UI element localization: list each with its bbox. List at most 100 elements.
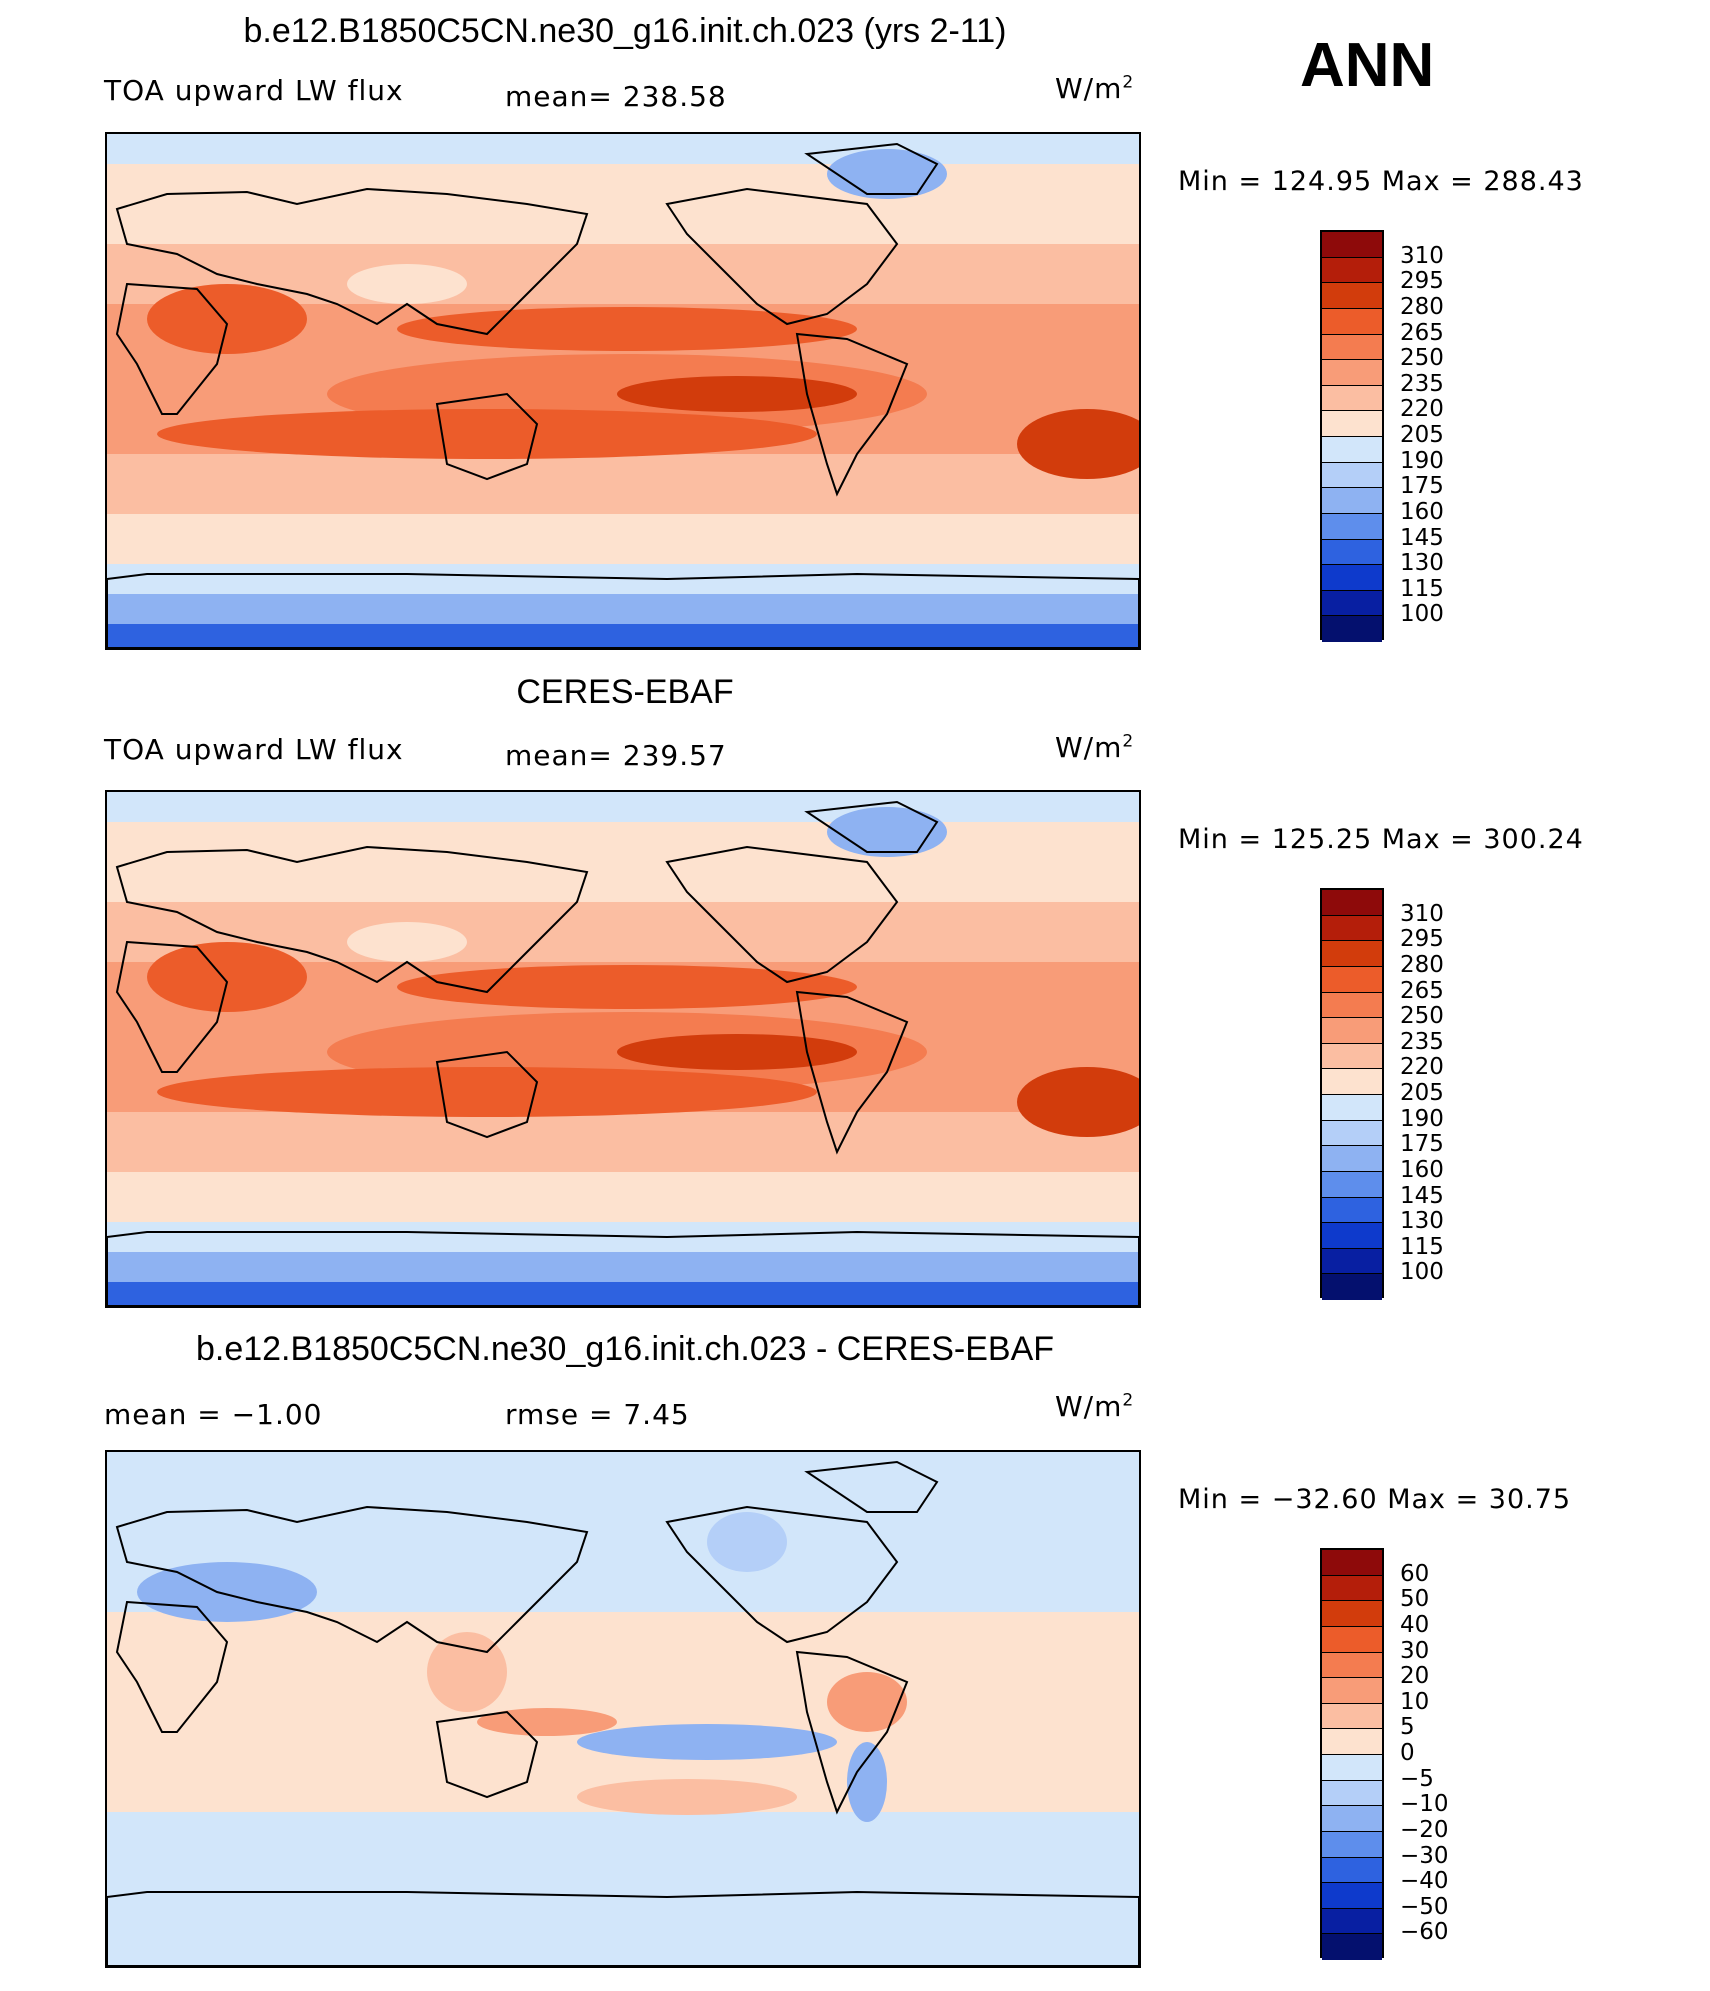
colorbar-1-swatch (1322, 513, 1382, 540)
cool-patch (137, 1562, 317, 1622)
colorbar-1-swatch (1322, 232, 1382, 258)
colorbar-3-tick-label: 10 (1400, 1688, 1430, 1715)
colorbar-2-tick-label: 220 (1400, 1054, 1444, 1081)
colorbar-2-tick-label: 190 (1400, 1105, 1444, 1132)
colorbar-2-tick-label: 295 (1400, 926, 1444, 953)
warm-band (147, 942, 307, 1012)
panel-1-colorbar (1320, 230, 1384, 642)
panel-3-colorbar (1320, 1548, 1384, 1960)
cool-patch (847, 1742, 887, 1822)
coastline (107, 572, 1139, 648)
colorbar-3-swatch (1322, 1806, 1382, 1832)
coastline (115, 282, 229, 415)
colorbar-3-swatch (1322, 1550, 1382, 1576)
colorbar-3-tick-label: 0 (1400, 1740, 1415, 1766)
colorbar-3-swatch (1322, 1601, 1382, 1627)
colorbar-2-tick-label: 115 (1400, 1233, 1444, 1260)
colorbar-3-swatch (1322, 1626, 1382, 1653)
colorbar-2-tick-label: 205 (1400, 1080, 1444, 1106)
colorbar-2-tick-label: 175 (1400, 1131, 1444, 1158)
colorbar-1-swatch (1322, 539, 1382, 566)
coastline (665, 187, 899, 326)
panel-1-map (105, 132, 1141, 650)
colorbar-3-tick-label: 60 (1400, 1560, 1430, 1587)
colorbar-1-swatch (1322, 462, 1382, 489)
cool-patch (827, 807, 947, 857)
colorbar-2-swatch (1322, 1120, 1382, 1147)
colorbar-3-tick-label: 40 (1400, 1611, 1430, 1638)
colorbar-1-tick-label: 235 (1400, 370, 1444, 397)
colorbar-1-tick-label: 190 (1400, 447, 1444, 474)
cool-patch (347, 264, 467, 304)
warm-band (1017, 1067, 1139, 1137)
warm-band (617, 376, 857, 412)
colorbar-1-tick-label: 145 (1400, 524, 1444, 551)
colorbar-1-tick-label: 160 (1400, 498, 1444, 525)
colorbar-2-swatch (1322, 992, 1382, 1019)
coastline (115, 187, 589, 336)
colorbar-1-swatch (1322, 385, 1382, 412)
colorbar-3-tick-label: −50 (1400, 1893, 1449, 1920)
coastline (115, 845, 589, 994)
colorbar-1-tick-label: 310 (1400, 242, 1444, 269)
colorbar-3-tick-label: −40 (1400, 1868, 1449, 1895)
colorbar-1-swatch (1322, 616, 1382, 642)
coastline (115, 1505, 589, 1654)
panel-3-title: b.e12.B1850C5CN.ne30_g16.init.ch.023 - C… (195, 1330, 1055, 1368)
colorbar-2-tick-label: 100 (1400, 1259, 1444, 1286)
coastline (107, 1890, 1139, 1966)
colorbar-3-tick-label: 20 (1400, 1663, 1430, 1690)
obs-field (107, 792, 1139, 1306)
colorbar-2-tick-label: 310 (1400, 900, 1444, 927)
panel-3-rmse: rmse = 7.45 (505, 1398, 690, 1431)
colorbar-2-swatch (1322, 941, 1382, 967)
panel-3-units: W/m2 (1055, 1390, 1135, 1423)
colorbar-3-tick-label: −20 (1400, 1816, 1449, 1843)
coastline (435, 1050, 539, 1139)
colorbar-2-swatch (1322, 1223, 1382, 1249)
colorbar-3-swatch (1322, 1729, 1382, 1755)
colorbar-2-swatch (1322, 1146, 1382, 1172)
panel-2-minmax: Min = 125.25 Max = 300.24 (1178, 824, 1584, 855)
coastline (804, 1460, 939, 1513)
panel-3-map (105, 1450, 1141, 1968)
colorbar-1-tick-label: 100 (1400, 601, 1444, 628)
colorbar-2-swatch (1322, 1171, 1382, 1198)
coastline (435, 392, 539, 481)
panel-1-units: W/m2 (1055, 72, 1135, 105)
coastline (795, 990, 909, 1155)
colorbar-1-tick-label: 250 (1400, 345, 1444, 372)
colorbar-1-swatch (1322, 488, 1382, 514)
colorbar-3-swatch (1322, 1934, 1382, 1960)
coastline (115, 1600, 229, 1733)
warm-patch (827, 1672, 907, 1732)
colorbar-2-swatch (1322, 1018, 1382, 1044)
colorbar-1-tick-label: 115 (1400, 575, 1444, 602)
panel-1-variable: TOA upward LW flux (104, 74, 404, 107)
colorbar-2-swatch (1322, 1069, 1382, 1095)
panel-2-variable: TOA upward LW flux (104, 733, 404, 766)
colorbar-2-tick-label: 250 (1400, 1003, 1444, 1030)
cool-patch (707, 1512, 787, 1572)
colorbar-3-tick-label: 30 (1400, 1637, 1430, 1664)
colorbar-3-swatch (1322, 1652, 1382, 1679)
colorbar-3-swatch (1322, 1857, 1382, 1884)
colorbar-3-tick-label: 5 (1400, 1714, 1415, 1741)
colorbar-1-swatch (1322, 283, 1382, 309)
colorbar-2-swatch (1322, 1274, 1382, 1300)
cool-patch (347, 922, 467, 962)
coastline (804, 142, 939, 195)
colorbar-1-swatch (1322, 257, 1382, 284)
cool-patch (827, 149, 947, 199)
colorbar-1-tick-label: 175 (1400, 473, 1444, 500)
colorbar-3-swatch (1322, 1831, 1382, 1858)
colorbar-3-tick-label: −60 (1400, 1919, 1449, 1946)
panel-2-title: CERES-EBAF (516, 673, 734, 711)
colorbar-3-tick-label: 50 (1400, 1586, 1430, 1613)
colorbar-1-swatch (1322, 360, 1382, 386)
colorbar-2-tick-label: 160 (1400, 1156, 1444, 1183)
panel-3-minmax: Min = −32.60 Max = 30.75 (1178, 1484, 1572, 1515)
colorbar-1-swatch (1322, 411, 1382, 437)
colorbar-1-tick-label: 280 (1400, 293, 1444, 320)
colorbar-1-tick-label: 220 (1400, 396, 1444, 423)
